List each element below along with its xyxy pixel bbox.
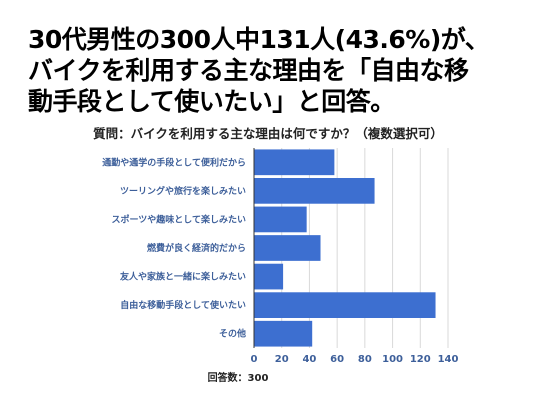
headline-line-2: バイクを利用する主な理由を「自由な移	[28, 56, 469, 85]
category-label: 燃費が良く経済的だから	[147, 242, 246, 254]
bars	[254, 149, 436, 347]
category-label: 通勤や通学の手段として便利だから	[102, 156, 246, 168]
x-tick-label: 80	[358, 354, 372, 365]
x-tick-label: 60	[330, 354, 344, 365]
headline-line-1: 30代男性の300人中131人(43.6%)が、	[28, 25, 490, 54]
x-tick-label: 0	[251, 354, 258, 365]
x-tick-label: 120	[410, 354, 431, 365]
x-tick-label: 20	[275, 354, 289, 365]
bar-3	[254, 235, 321, 261]
category-labels: 通勤や通学の手段として便利だからツーリングや旅行を楽しみたいスポーツや趣味として…	[102, 156, 246, 339]
category-label: 友人や家族と一緒に楽しみたい	[120, 271, 246, 283]
bar-4	[254, 263, 284, 290]
headline: 30代男性の300人中131人(43.6%)が、 バイクを利用する主な理由を「自…	[28, 24, 528, 117]
headline-line-3: 動手段として使いたい」と回答。	[28, 87, 395, 116]
x-axis-title: 回答数：300	[208, 371, 269, 384]
bar-6	[254, 320, 313, 347]
category-label: 自由な移動手段として使いたい	[120, 299, 246, 311]
category-label: その他	[219, 328, 246, 340]
category-label: ツーリングや旅行を楽しみたい	[120, 185, 246, 197]
bar-5	[254, 292, 436, 318]
category-label: スポーツや趣味として楽しみたい	[111, 213, 246, 225]
bar-1	[254, 178, 375, 204]
x-tick-label: 40	[302, 354, 316, 365]
x-tick-labels: 0 20 40 60 80 100 120 140	[251, 354, 459, 365]
x-tick-label: 140	[438, 354, 459, 365]
x-tick-label: 100	[382, 354, 403, 365]
chart-title: 質問：バイクを利用する主な理由は何ですか？（複数選択可）	[93, 126, 443, 141]
bar-0	[254, 149, 335, 176]
bar-2	[254, 206, 307, 233]
